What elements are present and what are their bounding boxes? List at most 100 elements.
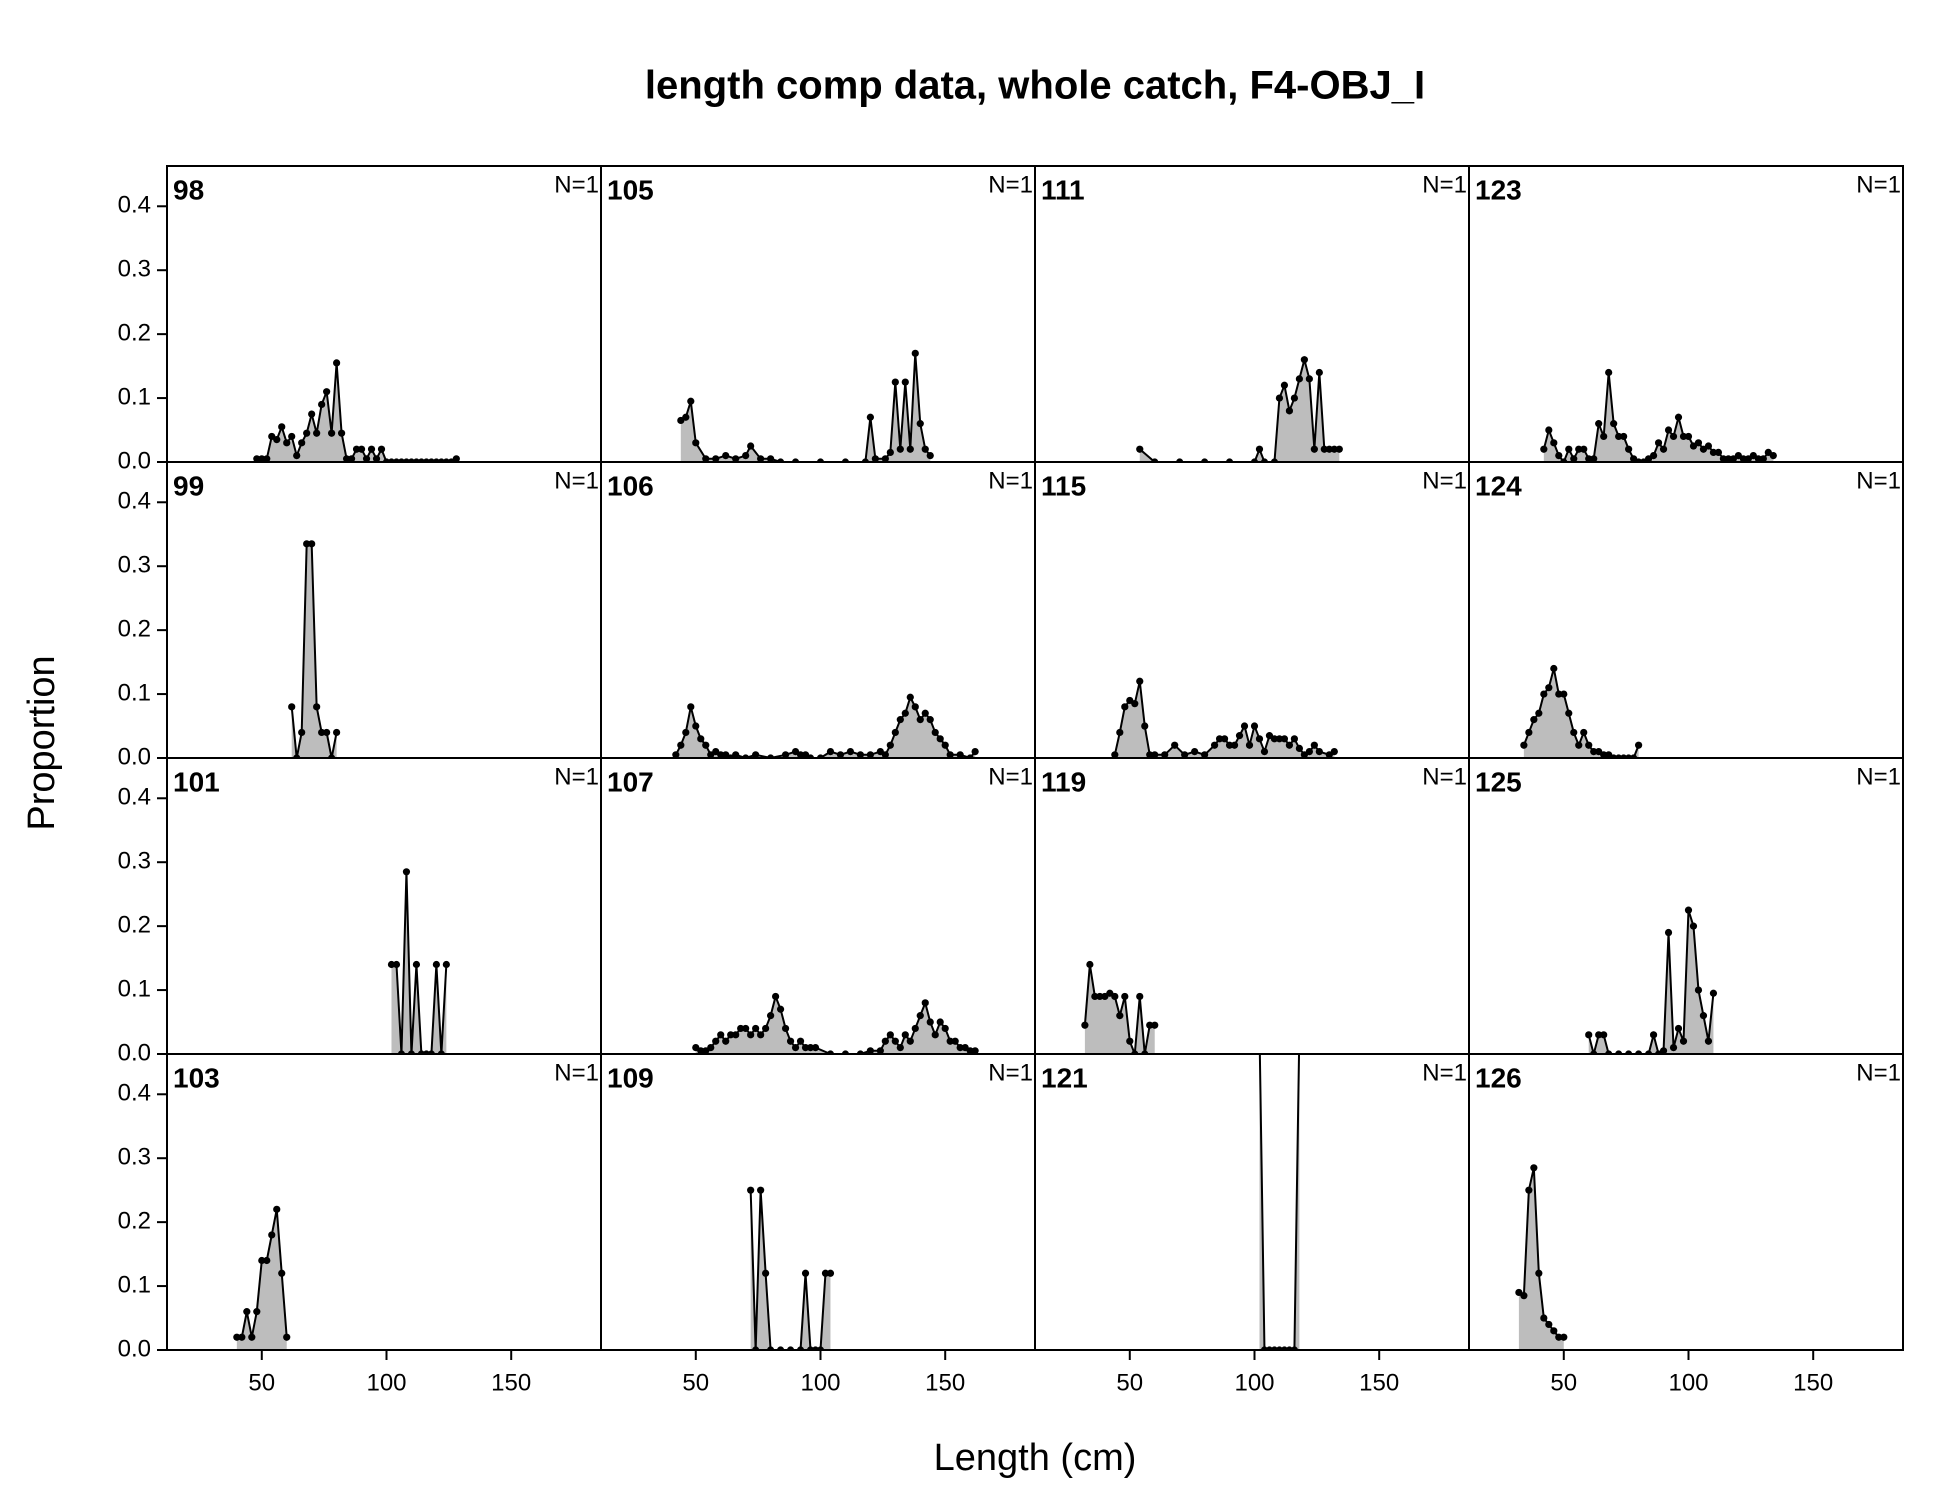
point	[1570, 728, 1578, 737]
point	[767, 1012, 775, 1020]
y-tick-label: 0.0	[118, 1039, 151, 1066]
point	[697, 735, 705, 743]
point	[313, 429, 321, 437]
panel-data	[692, 992, 979, 1054]
point	[1225, 741, 1234, 749]
point	[1141, 722, 1149, 730]
panel-frame	[1468, 165, 1904, 463]
point	[278, 423, 286, 431]
point	[916, 420, 924, 428]
panel-n-label: N=1	[1422, 1059, 1467, 1086]
x-tick-label: 100	[366, 1369, 406, 1396]
panel-frame	[600, 1053, 1036, 1351]
point	[1330, 748, 1338, 756]
point	[1220, 735, 1229, 743]
point	[238, 1333, 246, 1341]
point	[906, 445, 914, 453]
area-fill	[1523, 668, 1639, 758]
point	[891, 378, 899, 386]
panel-data	[672, 693, 979, 758]
point	[916, 1012, 924, 1020]
panel-frame	[600, 757, 1036, 1055]
x-tick-label: 50	[1116, 1369, 1143, 1396]
point	[333, 359, 341, 367]
panel-data	[677, 349, 934, 462]
point	[1605, 751, 1613, 758]
point	[732, 1031, 740, 1039]
chart-title: length comp data, whole catch, F4-OBJ_I	[645, 64, 1425, 108]
y-tick-label: 0.4	[118, 192, 151, 219]
point	[1560, 690, 1568, 698]
point	[811, 1044, 820, 1052]
point	[1086, 960, 1094, 969]
point	[1674, 1024, 1683, 1033]
point	[1535, 1269, 1543, 1277]
point	[1111, 992, 1119, 1001]
panel-data	[1585, 906, 1718, 1054]
point	[1295, 375, 1303, 383]
point	[1091, 992, 1099, 1001]
point	[747, 1186, 755, 1194]
point	[337, 429, 346, 437]
area-fill	[680, 353, 931, 462]
point	[946, 1037, 954, 1045]
x-tick-label: 100	[1668, 1369, 1708, 1396]
point	[732, 455, 740, 462]
point	[801, 1044, 810, 1052]
panel-n-label: N=1	[1856, 763, 1901, 790]
point	[1769, 452, 1777, 460]
panel-n-label: N=1	[1422, 763, 1467, 790]
point	[951, 1037, 959, 1045]
point	[911, 1024, 919, 1033]
point	[1664, 928, 1673, 937]
point	[1081, 1021, 1089, 1029]
point	[1555, 1333, 1563, 1341]
panel-label: 106	[607, 470, 654, 501]
point	[1580, 445, 1588, 453]
point	[1669, 1044, 1678, 1052]
point	[682, 728, 690, 737]
panel-label: 121	[1041, 1062, 1088, 1093]
point	[941, 1024, 949, 1033]
point	[866, 751, 874, 758]
area-line	[1258, 1054, 1301, 1350]
point	[722, 751, 730, 758]
point	[1684, 906, 1693, 914]
point	[1116, 728, 1124, 737]
point	[372, 455, 381, 462]
panel-n-label: N=1	[554, 1059, 599, 1086]
point	[298, 439, 306, 447]
panel-frame	[1034, 165, 1470, 463]
point	[253, 1308, 261, 1316]
point	[1126, 1037, 1134, 1045]
point	[762, 1024, 770, 1033]
point	[318, 400, 326, 409]
point	[1131, 700, 1139, 708]
point	[692, 439, 700, 447]
point	[926, 1018, 934, 1026]
panel-label: 125	[1475, 766, 1522, 797]
point	[836, 751, 845, 758]
panel-data	[1136, 355, 1343, 462]
point	[1315, 368, 1323, 377]
panel-n-label: N=1	[1856, 1059, 1901, 1086]
panel-n-label: N=1	[988, 763, 1033, 790]
area-fill	[695, 996, 976, 1054]
point	[687, 397, 695, 405]
x-axis-label: Length (cm)	[934, 1437, 1137, 1479]
point	[1530, 716, 1538, 724]
point	[268, 1231, 276, 1239]
point	[757, 1186, 765, 1194]
point	[1305, 375, 1313, 383]
point	[323, 388, 331, 396]
point	[752, 1024, 760, 1033]
area-fill	[256, 362, 457, 462]
y-tick-label: 0.0	[118, 1335, 151, 1362]
point	[1570, 455, 1578, 462]
point	[707, 1044, 715, 1052]
panel-n-label: N=1	[988, 1059, 1033, 1086]
point	[712, 455, 720, 462]
point	[1595, 1031, 1603, 1039]
y-tick-label: 0.2	[118, 911, 151, 938]
